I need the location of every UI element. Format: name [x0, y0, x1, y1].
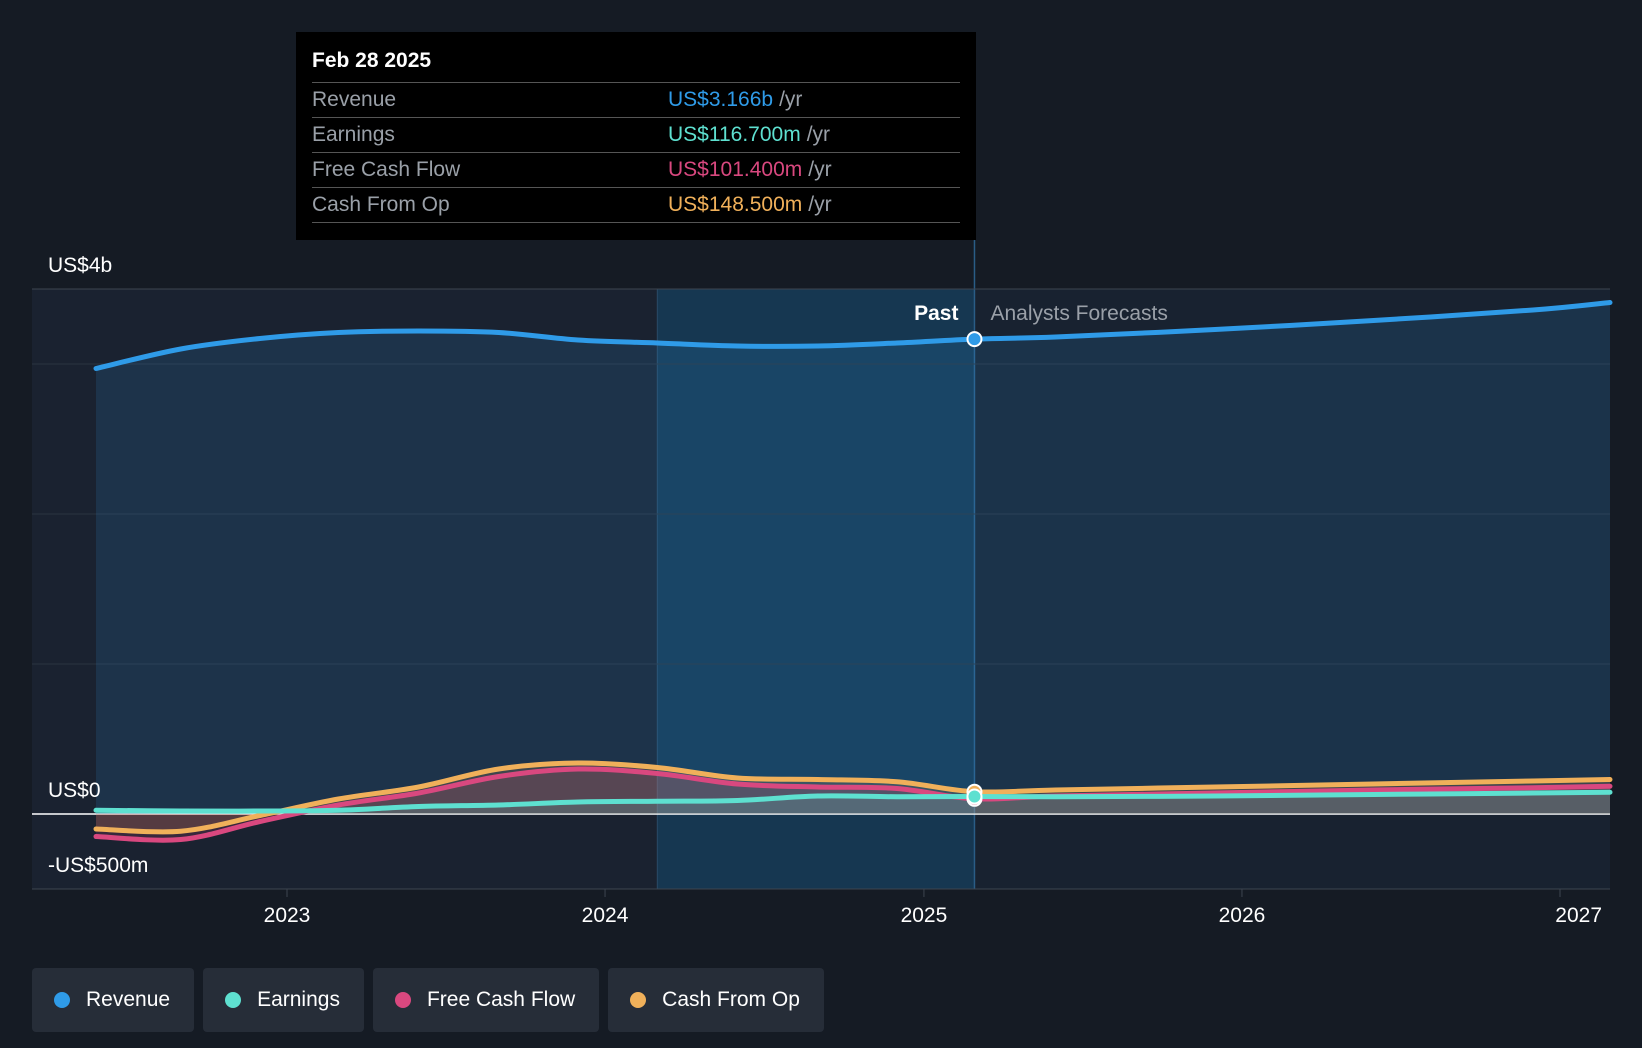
tooltip-date: Feb 28 2025	[312, 46, 960, 83]
legend-label: Cash From Op	[662, 988, 800, 1011]
legend-label: Earnings	[257, 988, 340, 1011]
tooltip-unit: /yr	[808, 158, 832, 181]
tooltip-value: US$148.500m	[668, 193, 803, 216]
y-tick-label-top: US$4b	[48, 254, 112, 277]
free-cash-flow-line	[93, 766, 1613, 843]
revenue-dot-icon	[54, 992, 70, 1008]
x-tick-label: 2025	[901, 904, 948, 927]
legend: Revenue Earnings Free Cash Flow Cash Fro…	[32, 968, 824, 1032]
revenue-area	[96, 302, 1610, 814]
past-label: Past	[914, 302, 958, 325]
tooltip-row-earnings: Earnings US$116.700m /yr	[312, 118, 960, 153]
tooltip-label: Free Cash Flow	[312, 158, 461, 181]
legend-item-cash-from-op[interactable]: Cash From Op	[608, 968, 824, 1032]
tooltip-label: Cash From Op	[312, 193, 450, 216]
cash-from-op-line	[93, 760, 1613, 835]
earnings-marker	[966, 788, 983, 805]
revenue-marker	[966, 331, 983, 348]
tooltip-label: Revenue	[312, 88, 397, 111]
tooltip-unit: /yr	[808, 193, 832, 216]
legend-item-free-cash-flow[interactable]: Free Cash Flow	[372, 968, 600, 1032]
forecast-label: Analysts Forecasts	[990, 302, 1167, 325]
legend-item-earnings[interactable]: Earnings	[203, 968, 364, 1032]
x-tick-label: 2026	[1219, 904, 1266, 927]
x-tick-label: 2024	[582, 904, 629, 927]
earnings-dot-icon	[225, 992, 242, 1008]
legend-label: Revenue	[86, 988, 171, 1011]
tooltip-unit: /yr	[806, 123, 831, 146]
tooltip-value: US$116.700m	[668, 123, 801, 146]
revenue-line	[93, 300, 1613, 371]
tooltip-value: US$101.400m	[668, 158, 803, 181]
tooltip-row-revenue: Revenue US$3.166b /yr	[312, 83, 960, 118]
tooltip: Feb 28 2025 Revenue US$3.166b /yr Earnin…	[296, 32, 976, 240]
free-cash-flow-dot-icon	[394, 992, 411, 1008]
tooltip-unit: /yr	[779, 88, 803, 111]
earnings-line	[93, 789, 1613, 814]
cash-from-op-dot-icon	[630, 992, 647, 1008]
chart: US$4b US$0 -US$500m Past Analysts Foreca…	[32, 240, 1613, 927]
y-tick-label-bottom: -US$500m	[48, 854, 148, 877]
tooltip-value: US$3.166b	[668, 88, 774, 111]
tooltip-row-free-cash-flow: Free Cash Flow US$101.400m /yr	[312, 153, 960, 188]
x-tick-label: 2023	[264, 904, 311, 927]
free-cash-flow-area	[96, 768, 1610, 841]
y-tick-label-zero: US$0	[48, 779, 101, 802]
tooltip-row-cash-from-op: Cash From Op US$148.500m /yr	[312, 188, 960, 223]
legend-label: Free Cash Flow	[426, 988, 576, 1011]
x-tick-label: 2027	[1555, 904, 1602, 927]
tooltip-label: Earnings	[312, 123, 395, 146]
legend-item-revenue[interactable]: Revenue	[32, 968, 195, 1032]
